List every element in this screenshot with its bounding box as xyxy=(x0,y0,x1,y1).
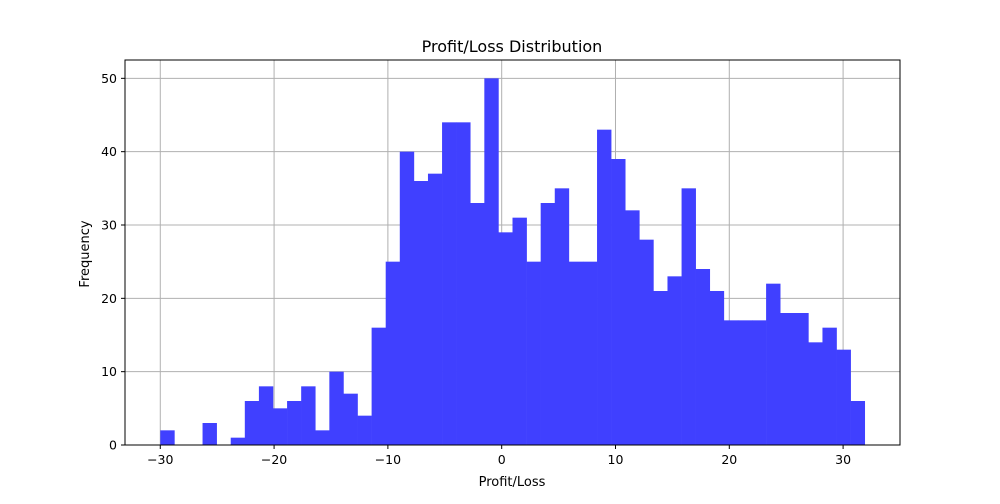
histogram-bar xyxy=(611,159,626,445)
histogram-bar xyxy=(597,129,612,445)
histogram-bar xyxy=(752,320,767,445)
histogram-bar xyxy=(484,78,499,445)
histogram-bar xyxy=(568,261,584,445)
y-tick-label: 0 xyxy=(109,438,117,453)
histogram-bar xyxy=(343,393,358,445)
x-tick-label: −20 xyxy=(261,452,287,467)
y-tick-label: 20 xyxy=(101,291,117,306)
histogram-bar xyxy=(808,342,823,445)
y-axis-ticks: 0 10 20 30 40 50 xyxy=(101,71,125,453)
histogram-bar xyxy=(709,291,725,445)
histogram-bar xyxy=(272,408,288,445)
histogram-bar xyxy=(315,430,330,445)
histogram-bar xyxy=(836,349,851,445)
histogram-bar xyxy=(427,173,443,445)
histogram-bar xyxy=(357,415,372,445)
histogram-bar xyxy=(639,239,654,445)
histogram-bar xyxy=(582,261,598,445)
histogram-bar xyxy=(737,320,753,445)
y-tick-label: 30 xyxy=(101,218,117,233)
histogram-bar xyxy=(766,283,781,445)
histogram-bar xyxy=(723,320,739,445)
chart-title: Profit/Loss Distribution xyxy=(422,37,603,56)
histogram-bar xyxy=(202,423,217,445)
histogram-bar xyxy=(230,437,246,445)
histogram-bar xyxy=(301,386,316,445)
x-tick-label: −10 xyxy=(375,452,401,467)
histogram-bar xyxy=(258,386,274,445)
histogram-bar xyxy=(512,217,527,445)
y-axis-label: Frequency xyxy=(78,220,93,287)
histogram-bar xyxy=(329,371,344,445)
histogram-bar xyxy=(695,269,711,445)
histogram-bar xyxy=(667,276,682,445)
plot-frame xyxy=(124,59,901,446)
x-tick-label: 0 xyxy=(498,452,506,467)
histogram-bar xyxy=(287,401,302,445)
x-tick-label: −30 xyxy=(147,452,173,467)
histogram-bar xyxy=(385,261,401,445)
x-axis-ticks: −30 −20 −10 0 10 20 30 xyxy=(147,445,851,467)
histogram-bar xyxy=(540,203,556,445)
histogram-bar xyxy=(413,181,429,445)
x-tick-label: 20 xyxy=(721,452,737,467)
y-tick-label: 40 xyxy=(101,144,117,159)
histogram-bar xyxy=(822,327,837,445)
histogram-bar xyxy=(498,232,513,445)
y-tick-label: 50 xyxy=(101,71,117,86)
x-tick-label: 10 xyxy=(608,452,624,467)
histogram-bar xyxy=(526,261,541,445)
x-axis-label: Profit/Loss xyxy=(479,475,546,490)
histogram-bar xyxy=(371,327,387,445)
y-tick-label: 10 xyxy=(101,364,117,379)
histogram-bar xyxy=(625,210,640,445)
histogram-bar xyxy=(399,151,415,445)
histogram-bar xyxy=(653,291,668,445)
histogram-bar xyxy=(160,430,175,445)
histogram-bar xyxy=(794,313,809,445)
histogram-bar xyxy=(850,401,866,445)
histogram-bar xyxy=(244,401,260,445)
histogram-bar xyxy=(456,122,471,445)
histogram-bar xyxy=(442,122,457,445)
histogram-bar xyxy=(554,188,570,446)
histogram-bars xyxy=(160,78,866,446)
histogram-bar xyxy=(681,188,696,446)
x-tick-label: 30 xyxy=(835,452,851,467)
histogram-bar xyxy=(470,203,485,445)
histogram-bar xyxy=(780,313,795,445)
